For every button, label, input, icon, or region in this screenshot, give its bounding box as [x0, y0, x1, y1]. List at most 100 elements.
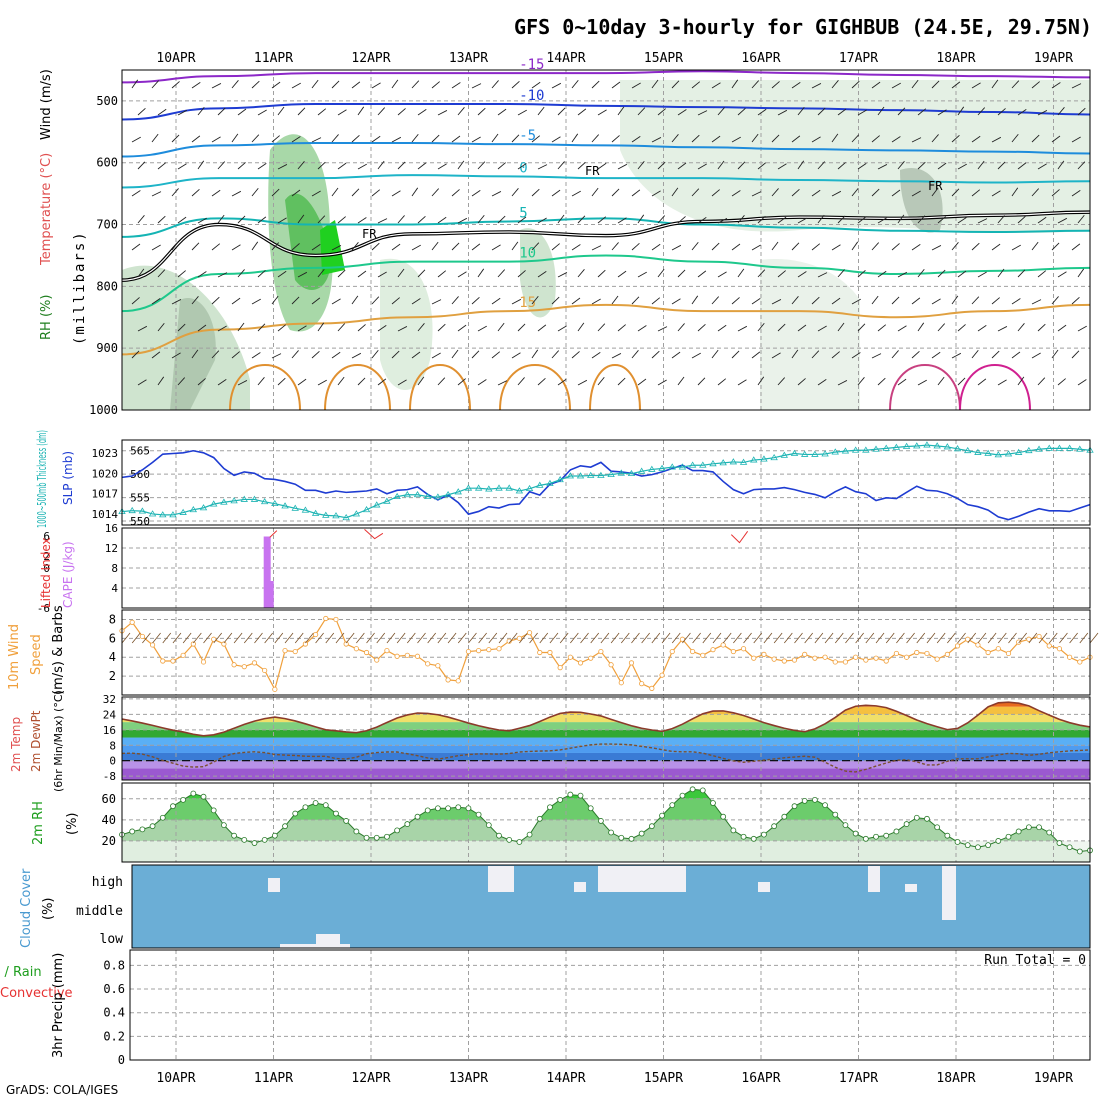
wind-barb [357, 324, 366, 332]
wind-barb [1017, 215, 1026, 224]
wind-barb [477, 268, 485, 278]
freezing-level-line-inner [121, 211, 1091, 281]
wind-speed-point [975, 642, 981, 648]
wind-barb [737, 379, 747, 386]
wind-barb [897, 378, 907, 386]
thickness-point [138, 507, 147, 514]
wind-barb [317, 379, 327, 386]
wind10-label-2: Speed [29, 634, 44, 675]
wind-barb [857, 269, 866, 278]
freezing-level-label: FR [585, 164, 600, 178]
wind-barb [151, 191, 162, 197]
wind-speed-point [496, 646, 502, 652]
cloud-cover-panel: high middle low [76, 864, 1091, 949]
rh-point [475, 811, 482, 818]
wind-barb [1017, 109, 1027, 116]
wind-barb [551, 82, 562, 89]
wind-barb [877, 217, 887, 224]
wind-barb [517, 163, 527, 170]
wind-barb-10m [926, 632, 936, 644]
wind-barb [831, 190, 842, 197]
wind-barb [411, 80, 420, 89]
rh-shading [320, 220, 345, 275]
wind-barb [711, 242, 720, 251]
rh-point [811, 796, 818, 803]
rh-point [689, 786, 696, 793]
wind-speed-point [934, 656, 940, 662]
wind-barb [397, 379, 407, 386]
thickness-point [260, 498, 269, 505]
wind-barb [691, 134, 700, 143]
wind-barb [431, 352, 441, 359]
wind-barb [937, 269, 946, 278]
thickness-point [882, 444, 890, 451]
wind-barb [1031, 188, 1040, 197]
wind-barb [917, 161, 926, 170]
slp-tick-label: 1017 [92, 488, 119, 501]
top-date-label: 12APR [351, 51, 390, 66]
rh-point [924, 815, 930, 822]
wind-barb [937, 162, 947, 170]
wind-barb [471, 190, 481, 197]
wind-barb [457, 324, 467, 332]
wind-barb [137, 215, 145, 224]
wind-barb [577, 379, 588, 386]
wind-barb [531, 135, 541, 143]
wind-barb [771, 299, 782, 305]
wind-barb [951, 188, 960, 197]
wind-barb-10m [1008, 632, 1017, 644]
thickness-point [189, 505, 198, 513]
thickness-point [851, 446, 860, 453]
wind-barb [691, 295, 699, 305]
wind-barb [991, 243, 1001, 251]
wind-barb [311, 190, 321, 197]
rh-point [934, 824, 941, 831]
wind-barb-10m [315, 632, 324, 644]
rh-point [292, 810, 299, 817]
cloud-frame [131, 864, 1091, 949]
wind-barb [217, 325, 227, 332]
wind-barb [1037, 110, 1048, 116]
thickness-point [209, 500, 218, 507]
wind-barb [811, 83, 822, 89]
wind-barb [271, 188, 280, 197]
top-date-label: 19APR [1034, 51, 1073, 66]
thickness-point [709, 460, 717, 467]
wind-barb-10m [641, 632, 650, 644]
wind-barb [757, 162, 767, 170]
lifted-line [269, 530, 278, 538]
isotherm-label: 5 [519, 205, 527, 221]
wind-barb [257, 269, 266, 278]
wind-barb [491, 133, 499, 143]
wind-barb [877, 270, 887, 278]
wind-barb [237, 380, 248, 386]
wind-barb-10m [519, 632, 528, 644]
bottom-date-label: 19APR [1034, 1071, 1073, 1086]
wind-barb-10m [692, 632, 701, 644]
isotherm-label: -15 [519, 57, 544, 73]
wind-barb [451, 135, 461, 143]
wind-barb [557, 107, 566, 116]
wind-barb [531, 81, 541, 89]
wind-barb [157, 108, 167, 116]
wind-barb-10m [987, 632, 997, 644]
wind-barb [771, 134, 780, 143]
pressure-tick-label: 800 [96, 279, 118, 293]
rh-shading [620, 80, 1090, 233]
cape-bar [263, 536, 271, 608]
wind-barb [297, 161, 305, 170]
wind-barb [1051, 242, 1060, 251]
thickness-point [699, 461, 707, 468]
rh-shading [760, 259, 860, 410]
wind-barb [1037, 323, 1046, 332]
wind-speed-point [954, 643, 961, 649]
wind-barb [591, 298, 601, 305]
wind-barb [211, 189, 221, 197]
thickness-point [800, 450, 809, 457]
rh-point [424, 807, 431, 814]
wind-barb [1057, 107, 1065, 116]
lifted-tick-label: 2 [43, 550, 50, 563]
wind-axis-label: Wind (m/s) [39, 69, 54, 140]
wind-barb [931, 298, 941, 305]
wind-barb [397, 161, 406, 170]
